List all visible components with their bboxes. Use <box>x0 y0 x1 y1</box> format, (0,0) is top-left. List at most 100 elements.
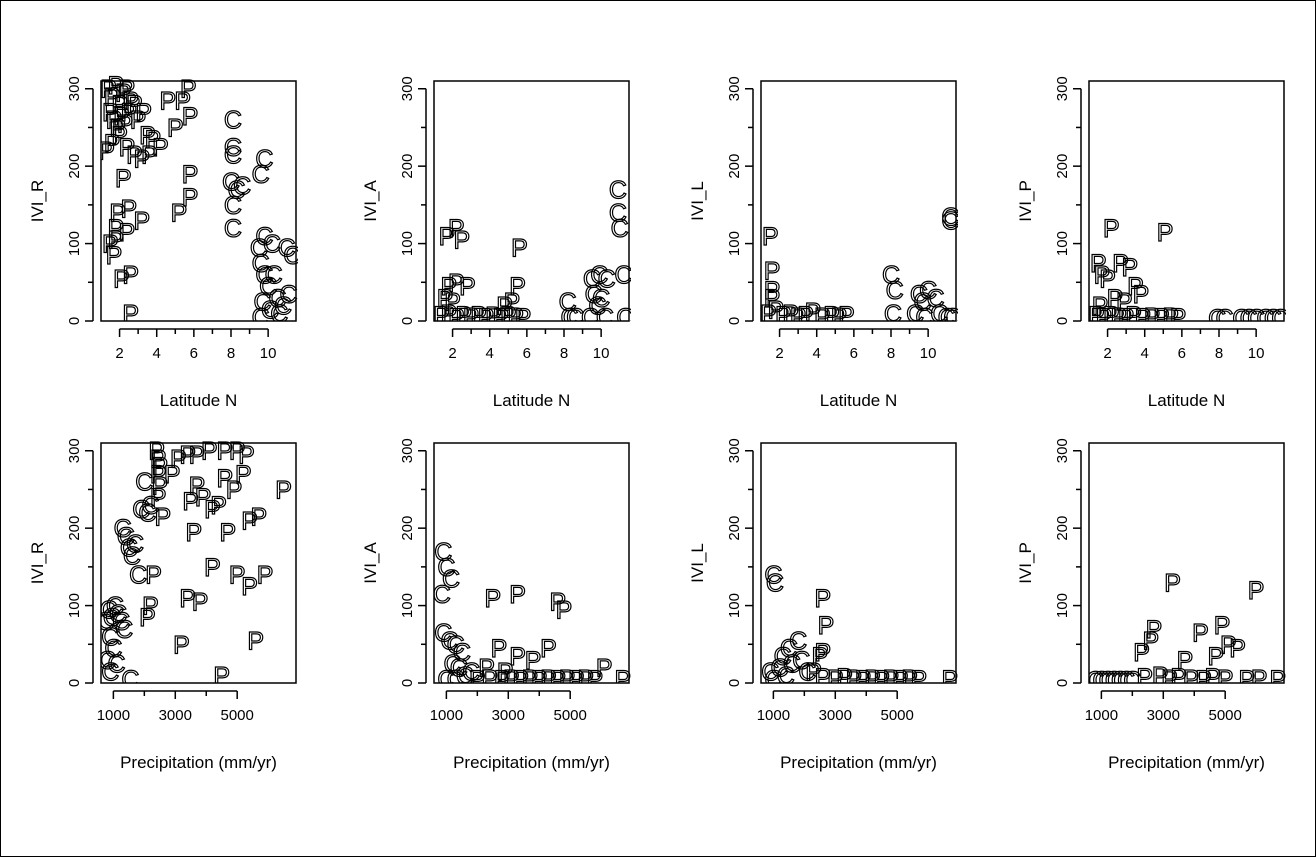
point-P: P <box>150 445 167 473</box>
point-P: P <box>1157 219 1174 247</box>
point-P: P <box>204 554 221 582</box>
point-P: P <box>1136 664 1153 692</box>
point-P: P <box>1192 620 1209 648</box>
point-C: C <box>97 608 115 636</box>
point-P: P <box>238 442 255 470</box>
x-tick-label: 3000 <box>819 707 852 724</box>
point-C: C <box>250 234 268 262</box>
point-P: P <box>192 589 209 617</box>
point-P: P <box>130 107 147 135</box>
point-P: P <box>241 507 258 535</box>
point-P: P <box>556 596 573 624</box>
x-tick-label: 8 <box>560 345 568 362</box>
point-C: C <box>117 523 135 551</box>
point-C: C <box>1099 667 1117 695</box>
point-C: C <box>115 616 133 644</box>
point-P: P <box>1103 302 1120 330</box>
point-C: C <box>581 304 599 332</box>
point-P: P <box>941 666 958 694</box>
point-P: P <box>448 269 465 297</box>
point-P: P <box>437 285 454 313</box>
point-C: C <box>123 542 141 570</box>
point-C: C <box>224 215 242 243</box>
point-P: P <box>126 142 143 170</box>
point-P: P <box>150 461 167 489</box>
y-tick-label: 0 <box>66 679 83 687</box>
point-C: C <box>766 569 784 597</box>
point-C: C <box>910 281 928 309</box>
point-C: C <box>141 492 159 520</box>
point-P: P <box>1204 664 1221 692</box>
point-P: P <box>764 285 781 313</box>
point-P: P <box>540 635 557 663</box>
point-P: P <box>515 304 532 332</box>
point-C: C <box>1105 667 1123 695</box>
point-C: C <box>596 304 614 332</box>
x-tick-label: 1000 <box>757 707 790 724</box>
point-P: P <box>1116 289 1133 317</box>
point-P: P <box>540 665 557 693</box>
y-tick-label: 0 <box>726 317 743 325</box>
x-axis-title: Latitude N <box>1148 391 1226 410</box>
point-P: P <box>509 581 526 609</box>
point-P: P <box>911 666 928 694</box>
point-P: P <box>818 612 835 640</box>
point-C: C <box>783 651 801 679</box>
point-P: P <box>855 666 872 694</box>
y-tick-label: 300 <box>66 76 83 101</box>
point-C: C <box>126 531 144 559</box>
point-C: C <box>906 300 924 328</box>
x-tick-label: 8 <box>227 345 235 362</box>
point-C: C <box>233 173 251 201</box>
plot-box <box>760 80 957 322</box>
point-P: P <box>1153 304 1170 332</box>
point-P: P <box>470 302 487 330</box>
point-group: CCCCCCCCCCCCCCCCCCCCCCCPPPPPPPPPPPPPPPPP… <box>97 437 293 683</box>
point-C: C <box>444 651 462 679</box>
y-tick-label: 0 <box>399 679 416 687</box>
plot-box <box>100 80 297 322</box>
x-tick-label: 5000 <box>221 707 254 724</box>
point-C: C <box>453 639 471 667</box>
point-P: P <box>1107 285 1124 313</box>
point-P: P <box>836 664 853 692</box>
point-C: C <box>777 662 795 690</box>
point-P: P <box>1133 281 1150 309</box>
x-tick-label: 1000 <box>97 707 130 724</box>
point-P: P <box>148 438 165 466</box>
point-P: P <box>102 231 119 259</box>
point-C: C <box>265 262 283 290</box>
point-C: C <box>263 231 281 259</box>
point-P: P <box>1094 262 1111 290</box>
point-P: P <box>179 585 196 613</box>
point-P: P <box>145 562 162 590</box>
point-P: P <box>115 80 132 108</box>
point-P: P <box>455 302 472 330</box>
point-C: C <box>255 145 273 173</box>
point-C: C <box>283 242 301 270</box>
point-P: P <box>251 504 268 532</box>
point-P: P <box>1096 304 1113 332</box>
point-P: P <box>509 643 526 671</box>
point-P: P <box>216 438 233 466</box>
point-P: P <box>485 303 502 331</box>
point-P: P <box>494 666 511 694</box>
point-P: P <box>782 300 799 328</box>
y-tick-label: 100 <box>726 231 743 256</box>
point-C: C <box>462 658 480 686</box>
point-P: P <box>509 273 526 301</box>
y-tick-label: 0 <box>1054 317 1071 325</box>
point-P: P <box>1090 250 1107 278</box>
x-tick-label: 3000 <box>492 707 525 724</box>
point-C: C <box>252 304 270 332</box>
point-P: P <box>1103 215 1120 243</box>
point-P: P <box>1164 569 1181 597</box>
point-P: P <box>512 666 529 694</box>
point-P: P <box>119 219 136 247</box>
point-C: C <box>915 304 933 332</box>
point-P: P <box>180 76 197 104</box>
y-tick-label: 100 <box>726 593 743 618</box>
point-C: C <box>222 169 240 197</box>
